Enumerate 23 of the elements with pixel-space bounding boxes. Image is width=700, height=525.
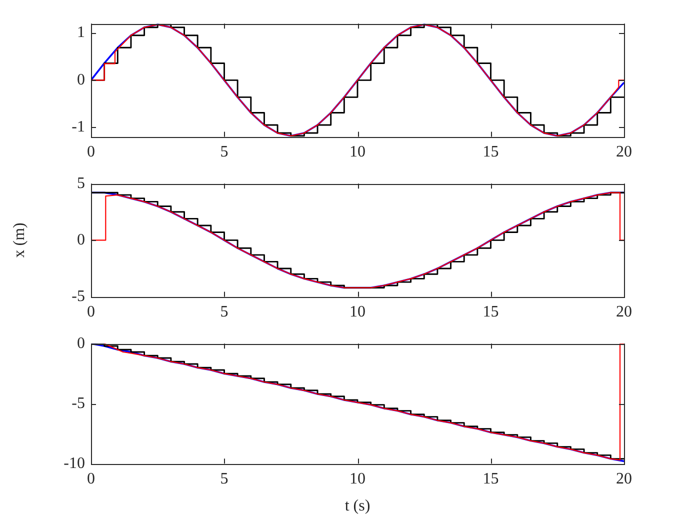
y-tick-label: 5 bbox=[77, 174, 85, 192]
x-tick-label: 20 bbox=[616, 144, 632, 161]
x-tick-label: 10 bbox=[350, 304, 366, 321]
y-tick-label: 0 bbox=[77, 231, 85, 248]
x-tick-label: 5 bbox=[220, 304, 228, 321]
y-tick-label: -5 bbox=[72, 288, 85, 306]
y-tick-label: -10 bbox=[64, 454, 85, 472]
y-tick-label: 0 bbox=[77, 71, 85, 88]
x-tick-label: 15 bbox=[482, 144, 499, 161]
x-tick-label: 10 bbox=[350, 144, 366, 161]
y-axis-title: x (m) bbox=[10, 222, 28, 258]
y-tick-label: -1 bbox=[72, 118, 85, 136]
x-tick-label: 5 bbox=[220, 470, 228, 488]
x-tick-label: 15 bbox=[482, 304, 499, 321]
x-tick-label: 15 bbox=[482, 470, 499, 488]
x-axis-title: t (s) bbox=[344, 498, 370, 515]
x-tick-label: 10 bbox=[350, 470, 366, 488]
y-tick-label: 1 bbox=[77, 24, 85, 42]
x-tick-label: 5 bbox=[220, 144, 228, 161]
x-tick-label: 20 bbox=[616, 304, 632, 321]
x-tick-label: 20 bbox=[616, 470, 632, 488]
y-tick-label: -5 bbox=[72, 394, 85, 412]
y-tick-label: 0 bbox=[77, 334, 85, 352]
